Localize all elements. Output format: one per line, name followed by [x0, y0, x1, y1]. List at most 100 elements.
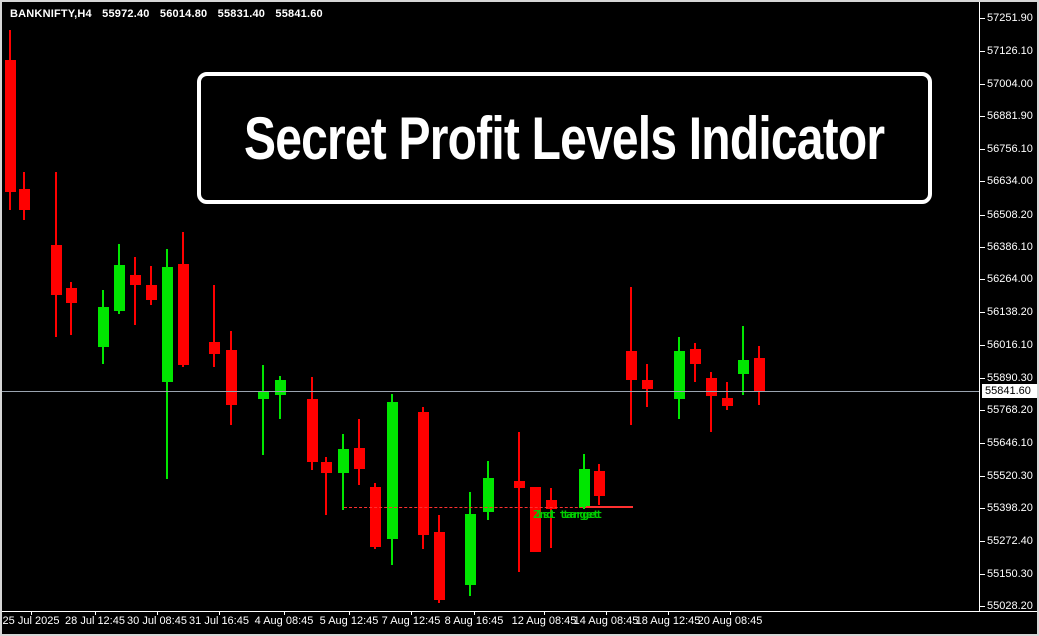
time-tick [411, 611, 412, 615]
candle [722, 398, 733, 406]
candle [579, 469, 590, 508]
candle-wick [518, 432, 520, 572]
candle [690, 349, 701, 364]
price-tick [980, 443, 985, 444]
price-tick-label: 55890.30 [987, 372, 1033, 384]
price-tick-label: 56634.00 [987, 175, 1033, 187]
candle [465, 514, 476, 585]
candle [307, 399, 318, 462]
candle [642, 380, 653, 389]
candle [258, 391, 269, 399]
time-tick [349, 611, 350, 615]
time-tick-label: 7 Aug 12:45 [381, 615, 441, 627]
time-tick [31, 611, 32, 615]
candle [146, 285, 157, 300]
price-tick [980, 312, 985, 313]
candle [178, 264, 189, 365]
candle [226, 350, 237, 405]
time-tick-label: 12 Aug 08:45 [511, 615, 577, 627]
price-tick-label: 55646.10 [987, 437, 1033, 449]
time-tick-label: 5 Aug 12:45 [319, 615, 379, 627]
price-tick [980, 279, 985, 280]
price-tick-label: 57004.00 [987, 78, 1033, 90]
candle [162, 267, 173, 382]
price-tick [980, 508, 985, 509]
candle-wick [325, 457, 327, 515]
time-tick [157, 611, 158, 615]
candle-wick [550, 488, 552, 548]
price-tick-label: 55768.20 [987, 404, 1033, 416]
time-tick [95, 611, 96, 615]
target-level-dashed-line [344, 507, 633, 508]
price-tick [980, 215, 985, 216]
candle [594, 471, 605, 496]
price-tick-label: 55398.20 [987, 502, 1033, 514]
indicator-title-banner: Secret Profit Levels Indicator [197, 72, 932, 204]
candle [530, 487, 541, 552]
candle [338, 449, 349, 473]
candle [387, 402, 398, 539]
candle [370, 487, 381, 547]
symbol-period-label: BANKNIFTY,H4 [10, 8, 92, 20]
price-tick-label: 56016.10 [987, 339, 1033, 351]
candle [98, 307, 109, 347]
price-tick [980, 84, 985, 85]
candle [66, 288, 77, 303]
time-tick-label: 4 Aug 08:45 [254, 615, 314, 627]
candle [130, 275, 141, 285]
candlestick-plot-area[interactable] [2, 2, 979, 611]
candle [5, 60, 16, 192]
target-level-solid-segment [586, 506, 633, 508]
current-price-line [2, 391, 979, 392]
time-tick-label: 30 Jul 08:45 [127, 615, 187, 627]
candle [738, 360, 749, 374]
candle [706, 378, 717, 396]
price-tick-label: 55028.20 [987, 600, 1033, 612]
time-tick [730, 611, 731, 615]
time-tick-label: 14 Aug 08:45 [573, 615, 639, 627]
price-tick [980, 181, 985, 182]
price-tick [980, 51, 985, 52]
price-tick [980, 18, 985, 19]
candle-wick [134, 257, 136, 325]
price-tick [980, 149, 985, 150]
price-tick [980, 410, 985, 411]
quote-open: 55972.40 [102, 8, 150, 20]
candle-wick [279, 376, 281, 419]
time-tick-label: 18 Aug 12:45 [635, 615, 701, 627]
candle-wick [726, 382, 728, 410]
quote-close: 55841.60 [275, 8, 323, 20]
candle [209, 342, 220, 354]
time-tick [474, 611, 475, 615]
candle-wick [213, 285, 215, 367]
price-tick-label: 57126.10 [987, 45, 1033, 57]
time-tick [606, 611, 607, 615]
candle-wick [262, 365, 264, 455]
time-tick [284, 611, 285, 615]
time-tick-label: 25 Jul 2025 [2, 615, 60, 627]
price-tick [980, 378, 985, 379]
time-tick-label: 31 Jul 16:45 [189, 615, 249, 627]
candle [275, 380, 286, 395]
price-tick [980, 247, 985, 248]
candle [114, 265, 125, 311]
candle [626, 351, 637, 380]
price-tick-label: 57251.90 [987, 12, 1033, 24]
price-tick [980, 116, 985, 117]
price-tick-label: 56881.90 [987, 110, 1033, 122]
candle [19, 189, 30, 210]
price-axis-line [979, 2, 980, 611]
candle [754, 358, 765, 391]
price-tick-label: 55520.30 [987, 470, 1033, 482]
second-target-label: 2nd target [533, 508, 600, 521]
price-tick [980, 606, 985, 607]
price-tick [980, 541, 985, 542]
quote-low: 55831.40 [217, 8, 266, 20]
price-tick [980, 476, 985, 477]
price-tick-label: 56264.00 [987, 273, 1033, 285]
candle [321, 462, 332, 473]
price-tick-label: 56508.20 [987, 209, 1033, 221]
price-tick-label: 56138.20 [987, 306, 1033, 318]
candle [483, 478, 494, 512]
